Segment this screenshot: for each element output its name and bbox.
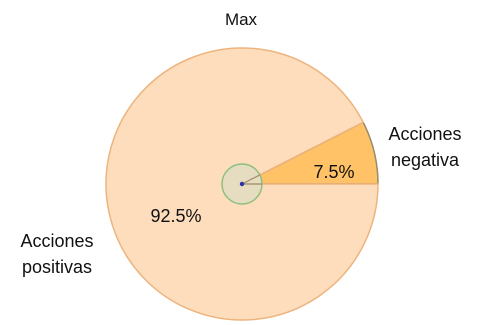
pie-center-marker	[221, 163, 263, 205]
center-dot	[239, 181, 245, 187]
slice-category-label-1: Acciones negativa	[388, 124, 461, 170]
slice-value-label-1: 7.5%	[313, 162, 354, 182]
slice-value-label-2: 92.5%	[150, 206, 201, 226]
center-slice-edges	[241, 174, 262, 185]
slice-category-label-2: Acciones positivas	[20, 231, 93, 277]
chart-title: Max	[225, 10, 258, 29]
pie-labels: 7.5% Acciones negativa 92.5% Acciones positiv…	[20, 124, 461, 277]
